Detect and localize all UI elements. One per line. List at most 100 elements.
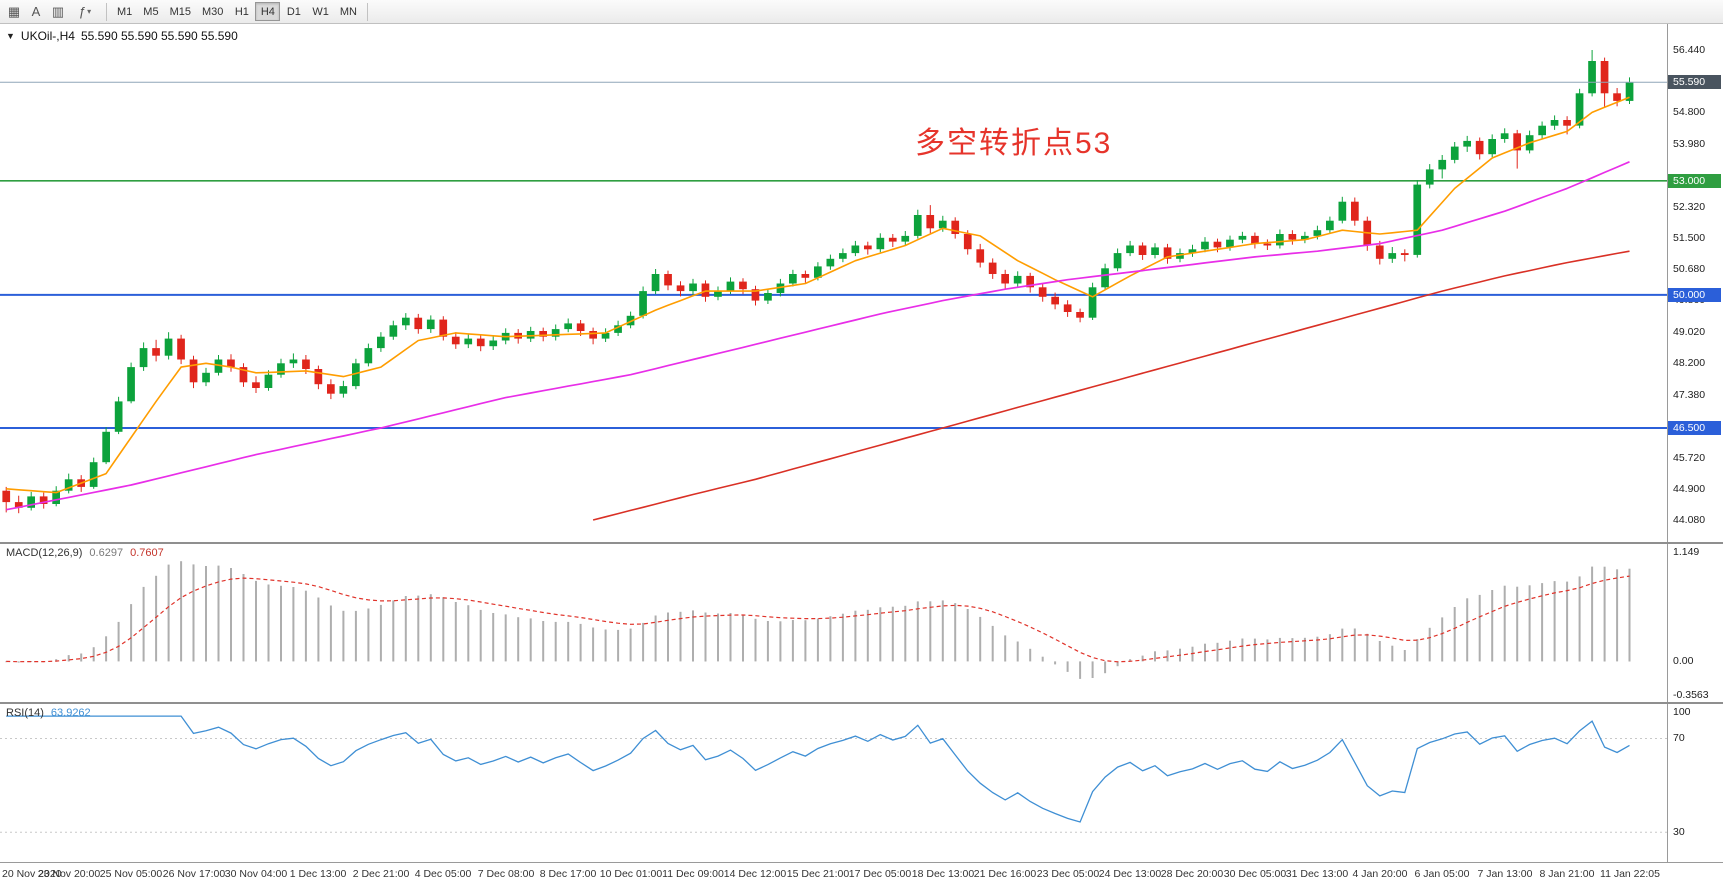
price-axis-label: 52.320 (1673, 201, 1706, 213)
macd-axis-label: 1.149 (1673, 546, 1700, 558)
chart-type-icon[interactable]: ▥ (51, 3, 65, 19)
timeframe-m5[interactable]: M5 (143, 5, 159, 18)
macd-histogram (5, 561, 1631, 679)
price-axis-label: 48.200 (1673, 357, 1706, 369)
rsi-chart-area[interactable]: RSI(14) 63.9262 (0, 704, 1667, 862)
collapse-icon[interactable]: ▼ (6, 31, 15, 41)
rsi-axis-label: 100 (1673, 706, 1691, 718)
time-label: 25 Nov 05:00 (99, 868, 163, 880)
chart-annotation-text: 多空转折点53 (915, 127, 1113, 160)
time-label: 7 Jan 13:00 (1477, 868, 1533, 880)
time-axis[interactable]: 20 Nov 2020 23 Nov 20:00 25 Nov 05:00 26 No… (0, 862, 1723, 889)
time-label: 15 Dec 21:00 (786, 868, 850, 880)
time-label: 2 Dec 21:00 (352, 868, 410, 880)
macd-name: MACD(12,26,9) (6, 547, 83, 559)
indicators-icon: ƒ (78, 4, 87, 19)
rsi-value: 63.9262 (50, 707, 91, 719)
timeframe-m15[interactable]: M15 (169, 5, 191, 18)
ma-medium-magenta (6, 161, 1630, 511)
rsi-axis-label: 30 (1673, 826, 1685, 838)
chart-grid-icon[interactable]: ▦ (7, 3, 21, 19)
macd-label: MACD(12,26,9) 0.6297 0.7607 (6, 547, 164, 559)
price-axis-label: 44.900 (1673, 483, 1706, 495)
rsi-chart (0, 715, 1667, 833)
time-label: 28 Dec 20:00 (1160, 868, 1224, 880)
time-label: 7 Dec 08:00 (477, 868, 535, 880)
time-label: 20 Nov 2020 (2, 868, 62, 880)
panel-divider[interactable] (0, 702, 1723, 704)
rsi-name: RSI(14) (6, 707, 44, 719)
price-axis-label: 49.020 (1673, 326, 1706, 338)
rsi-label: RSI(14) 63.9262 (6, 707, 91, 719)
symbol-label: UKOil-,H4 (20, 29, 75, 43)
time-label: 31 Dec 13:00 (1285, 868, 1349, 880)
time-label: 8 Dec 17:00 (539, 868, 597, 880)
time-label: 30 Dec 05:00 (1223, 868, 1287, 880)
panel-divider[interactable] (0, 542, 1723, 544)
price-tag: 46.500 (1668, 421, 1721, 435)
macd-chart (5, 561, 1631, 679)
time-label: 23 Dec 05:00 (1036, 868, 1100, 880)
macd-axis-label: 0.00 (1673, 655, 1694, 667)
macd-main-value: 0.6297 (89, 547, 124, 559)
ohlc-values: 55.590 55.590 55.590 55.590 (80, 29, 238, 43)
time-label: 4 Jan 20:00 (1352, 868, 1408, 880)
timeframe-d1[interactable]: D1 (286, 5, 301, 18)
main-chart-panel: ▼ UKOil-,H4 55.590 55.590 55.590 55.590 … (0, 24, 1723, 542)
time-label: 23 Nov 20:00 (37, 868, 101, 880)
candles (2, 50, 1634, 514)
rsi-axis-label: 70 (1673, 732, 1685, 744)
price-axis-label: 56.440 (1673, 44, 1706, 56)
timeframe-w1[interactable]: W1 (312, 5, 329, 18)
time-label: 8 Jan 21:00 (1539, 868, 1595, 880)
chart-header: ▼ UKOil-,H4 55.590 55.590 55.590 55.590 (6, 29, 238, 43)
time-label: 24 Dec 13:00 (1098, 868, 1162, 880)
timeframe-m1[interactable]: M1 (117, 5, 133, 18)
macd-signal-value: 0.7607 (130, 547, 164, 559)
price-chart-area[interactable]: ▼ UKOil-,H4 55.590 55.590 55.590 55.590 … (0, 24, 1667, 542)
time-label: 11 Jan 22:05 (1600, 868, 1660, 880)
horizontal-lines (0, 180, 1667, 429)
timeframe-h1[interactable]: H1 (234, 5, 249, 18)
rsi-line (6, 715, 1630, 823)
price-axis-label: 44.080 (1673, 514, 1706, 526)
time-label: 10 Dec 01:00 (599, 868, 663, 880)
time-label: 6 Jan 05:00 (1414, 868, 1470, 880)
ma-slow-red (592, 250, 1630, 521)
time-label: 1 Dec 13:00 (289, 868, 347, 880)
macd-panel: MACD(12,26,9) 0.6297 0.7607 1.149 0.00 -0.… (0, 544, 1723, 702)
price-axis-label: 45.720 (1673, 452, 1706, 464)
ma-fast-orange (6, 96, 1630, 494)
time-label: 17 Dec 05:00 (848, 868, 912, 880)
time-label: 26 Nov 17:00 (162, 868, 226, 880)
macd-signal-line (6, 575, 1630, 663)
timeframe-m30[interactable]: M30 (201, 5, 224, 18)
price-axis-label: 50.680 (1673, 263, 1706, 275)
price-tag: 55.590 (1668, 75, 1721, 89)
price-axis-label: 51.500 (1673, 232, 1706, 244)
macd-axis[interactable]: 1.149 0.00 -0.3563 (1667, 544, 1723, 702)
price-axis[interactable]: 56.44054.80053.98052.32051.50050.68049.8… (1667, 24, 1723, 542)
rsi-panel: RSI(14) 63.9262 100 70 30 (0, 704, 1723, 862)
price-axis-label: 47.380 (1673, 389, 1706, 401)
timeframe-group: M1 M5 M15 M30 H1 H4 D1 W1 MN (112, 2, 362, 21)
time-label: 14 Dec 12:00 (723, 868, 787, 880)
toolbar-separator (106, 2, 107, 21)
macd-chart-area[interactable]: MACD(12,26,9) 0.6297 0.7607 (0, 544, 1667, 702)
time-label: 18 Dec 13:00 (911, 868, 975, 880)
rsi-axis[interactable]: 100 70 30 (1667, 704, 1723, 862)
caret-down-icon: ▾ (87, 7, 92, 16)
indicators-button[interactable]: ƒ ▾ (69, 2, 101, 22)
toolbar-separator (366, 2, 368, 21)
text-tool-icon[interactable]: A (31, 4, 41, 19)
timeframe-mn[interactable]: MN (339, 5, 357, 18)
macd-axis-label: -0.3563 (1673, 689, 1709, 701)
timeframe-h4[interactable]: H4 (255, 2, 281, 21)
price-axis-label: 54.800 (1673, 106, 1706, 118)
price-axis-label: 53.980 (1673, 138, 1706, 150)
time-label: 30 Nov 04:00 (224, 868, 288, 880)
price-tag: 50.000 (1668, 288, 1721, 302)
candlestick-chart (0, 50, 1667, 521)
time-label: 11 Dec 09:00 (662, 868, 724, 880)
